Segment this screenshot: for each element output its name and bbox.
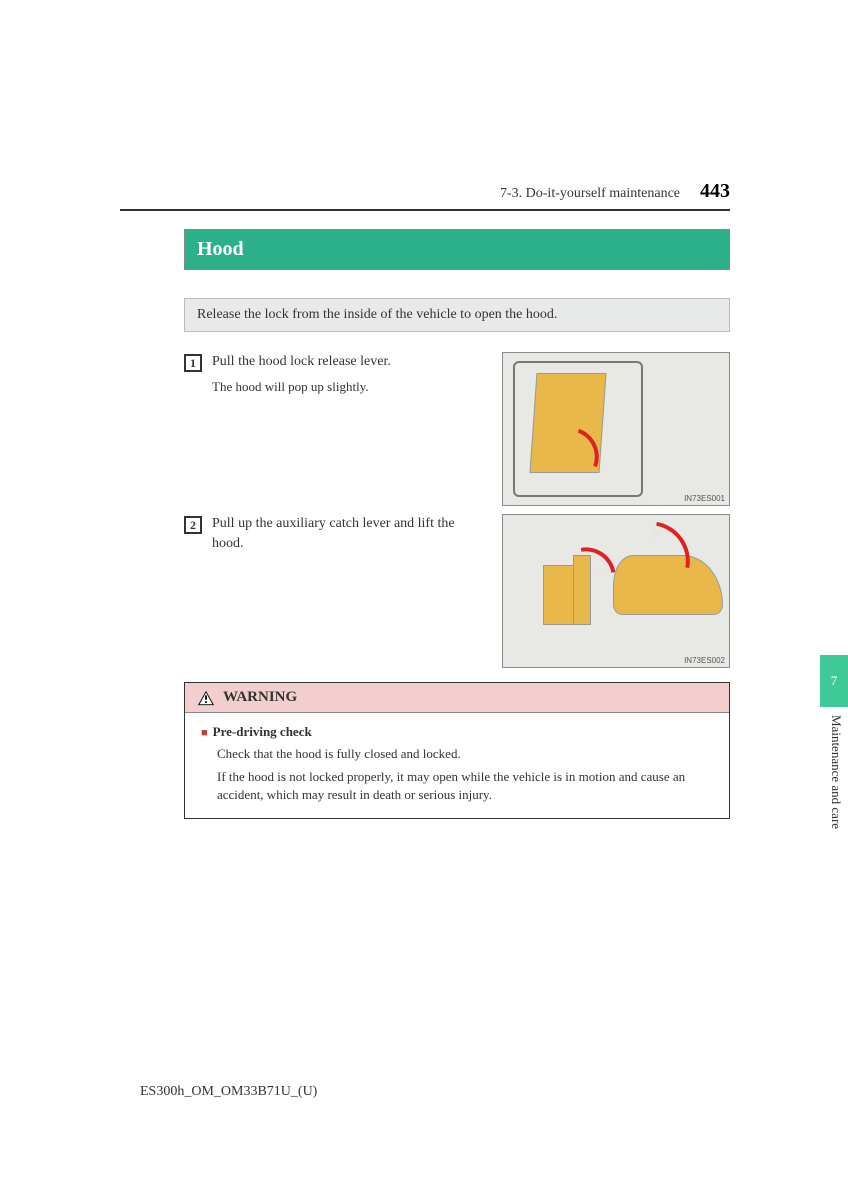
step-number-box: 1 <box>184 354 202 372</box>
step-diagram: IN73ES001 <box>502 352 730 506</box>
bullet-icon: ■ <box>201 727 208 739</box>
warning-line: If the hood is not locked properly, it m… <box>217 768 713 804</box>
page-number: 443 <box>700 180 730 203</box>
arrow-icon <box>581 543 616 578</box>
step-main-text: Pull up the auxiliary catch lever and li… <box>212 516 455 551</box>
diagram-code: IN73ES002 <box>684 656 725 665</box>
warning-triangle-icon <box>197 690 215 706</box>
diagram-code: IN73ES001 <box>684 494 725 503</box>
step-text-block: 2 Pull up the auxiliary catch lever and … <box>184 514 486 553</box>
chapter-tab: 7 <box>820 655 848 707</box>
warning-header: WARNING <box>185 683 729 713</box>
warning-line: Check that the hood is fully closed and … <box>217 745 713 763</box>
warning-box: WARNING ■ Pre-driving check Check that th… <box>184 682 730 819</box>
arrow-icon <box>650 522 696 568</box>
step-main-text: Pull the hood lock release lever. <box>212 354 391 369</box>
step-row: 2 Pull up the auxiliary catch lever and … <box>184 514 730 668</box>
step-sub-text: The hood will pop up slightly. <box>212 378 391 396</box>
step-text-block: 1 Pull the hood lock release lever. The … <box>184 352 486 396</box>
page-content: 7-3. Do-it-yourself maintenance 443 Hood… <box>120 180 730 819</box>
intro-text: Release the lock from the inside of the … <box>184 298 730 332</box>
warning-label: WARNING <box>223 689 297 706</box>
warning-subtitle-row: ■ Pre-driving check <box>201 723 713 741</box>
page-header: 7-3. Do-it-yourself maintenance 443 <box>120 180 730 211</box>
step-text: Pull up the auxiliary catch lever and li… <box>212 514 486 553</box>
document-code: ES300h_OM_OM33B71U_(U) <box>140 1084 317 1100</box>
breadcrumb: 7-3. Do-it-yourself maintenance <box>500 186 680 202</box>
step-text: Pull the hood lock release lever. The ho… <box>212 352 391 396</box>
step-diagram: IN73ES002 <box>502 514 730 668</box>
chapter-label: Maintenance and care <box>828 715 844 829</box>
section-title: Hood <box>184 229 730 270</box>
warning-subtitle: Pre-driving check <box>213 724 312 739</box>
warning-body: ■ Pre-driving check Check that the hood i… <box>185 713 729 818</box>
step-row: 1 Pull the hood lock release lever. The … <box>184 352 730 506</box>
step-number-box: 2 <box>184 516 202 534</box>
